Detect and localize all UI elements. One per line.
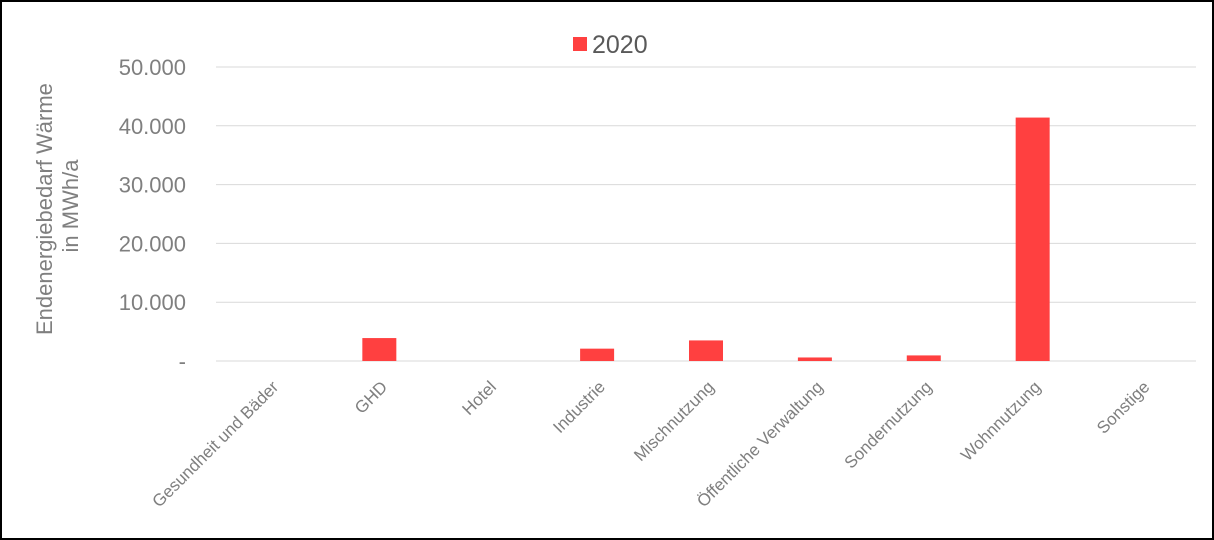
y-tick-label: 40.000 <box>119 114 186 139</box>
bar <box>797 357 832 361</box>
y-tick-label: 10.000 <box>119 290 186 315</box>
x-tick-label: Industrie <box>549 377 609 437</box>
x-tick-label: GHD <box>351 377 391 417</box>
x-tick-labels: Gesundheit und Bäder GHD Hotel Industrie Mis… <box>149 377 1154 511</box>
y-tick-label: - <box>179 349 186 374</box>
y-tick-label: 20.000 <box>119 231 186 256</box>
y-axis-label: Endenergiebedarf Wärme in MWh/a <box>32 77 83 335</box>
y-axis-label-line1: Endenergiebedarf Wärme <box>32 83 57 335</box>
legend-swatch <box>573 37 587 51</box>
bar <box>1015 117 1050 362</box>
y-tick-label: 30.000 <box>119 173 186 198</box>
x-tick-label: Hotel <box>459 377 500 418</box>
y-tick-labels: - 10.000 20.000 30.000 40.000 50.000 <box>119 55 186 374</box>
bar <box>689 340 723 361</box>
bar <box>580 348 615 361</box>
x-tick-label: Gesundheit und Bäder <box>149 377 283 511</box>
y-axis-label-line2: in MWh/a <box>58 159 83 253</box>
x-tick-label: Sonstige <box>1093 377 1153 437</box>
bars <box>362 117 1050 362</box>
bar <box>906 355 941 361</box>
x-tick-label: Mischnutzung <box>630 377 718 465</box>
bar <box>362 338 397 361</box>
legend: 2020 <box>573 31 648 59</box>
legend-label: 2020 <box>592 31 648 59</box>
x-tick-label: Sondernutzung <box>841 377 936 472</box>
x-tick-label: Wohnnutzung <box>957 377 1044 464</box>
y-tick-label: 50.000 <box>119 55 186 80</box>
x-tick-label: Öffentliche Verwaltung <box>693 377 826 510</box>
